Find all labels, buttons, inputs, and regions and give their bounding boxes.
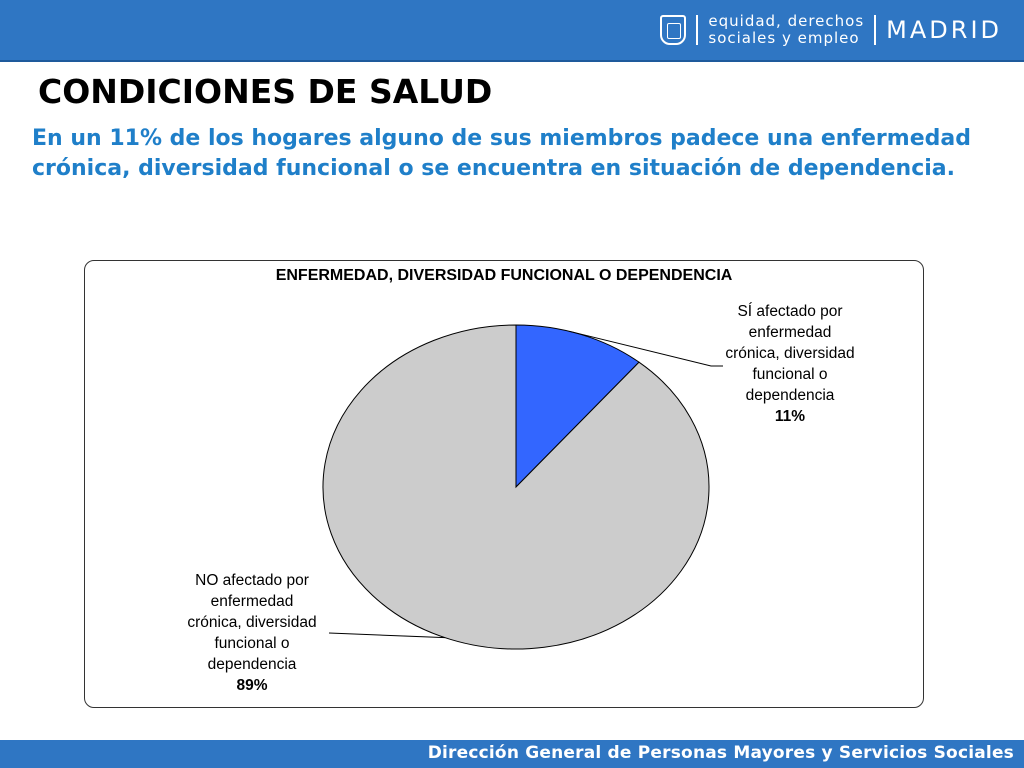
chart-container: ENFERMEDAD, DIVERSIDAD FUNCIONAL O DEPEN… <box>84 260 924 708</box>
chart-title: ENFERMEDAD, DIVERSIDAD FUNCIONAL O DEPEN… <box>275 267 733 284</box>
slice-label-line: funcional o <box>214 635 290 652</box>
slice-label-line: SÍ afectado por <box>737 303 843 320</box>
footer-bar: Dirección General de Personas Mayores y … <box>0 740 1024 768</box>
department-line-2: sociales y empleo <box>708 29 860 47</box>
slice-label-line: enfermedad <box>748 324 832 341</box>
slice-label-line: funcional o <box>752 366 828 383</box>
leader-line-no <box>328 632 445 639</box>
page-title: CONDICIONES DE SALUD <box>38 72 493 111</box>
slice-label-no: NO afectado por enfermedad crónica, divers… <box>157 570 347 696</box>
slice-label-line: enfermedad <box>210 593 294 610</box>
slice-percent-no: 89% <box>236 677 268 694</box>
slice-label-si: SÍ afectado por enfermedad crónica, divers… <box>695 301 885 427</box>
department-line-1: equidad, derechos <box>708 12 865 30</box>
pie-slice-no <box>322 324 710 650</box>
leader-line-si <box>569 330 723 367</box>
coat-of-arms-icon <box>660 15 687 45</box>
header-bar: equidad, derechos sociales y empleo MADR… <box>0 0 1024 62</box>
slice-label-line: NO afectado por <box>195 572 309 589</box>
logo-divider <box>696 15 699 45</box>
madrid-logo: equidad, derechos sociales y empleo MADR… <box>660 10 1002 50</box>
page-subtitle: En un 11% de los hogares alguno de sus m… <box>32 126 971 181</box>
slice-percent-si: 11% <box>774 408 806 425</box>
department-name: equidad, derechos sociales y empleo <box>708 13 864 47</box>
footer-text: Dirección General de Personas Mayores y … <box>427 743 1014 763</box>
logo-divider-2 <box>874 15 877 45</box>
slice-label-line: crónica, diversidad <box>187 614 317 631</box>
pie-chart <box>322 324 723 650</box>
city-name: MADRID <box>886 16 1002 44</box>
slice-label-line: dependencia <box>745 387 835 404</box>
slice-label-line: dependencia <box>207 656 297 673</box>
slice-label-line: crónica, diversidad <box>725 345 855 362</box>
